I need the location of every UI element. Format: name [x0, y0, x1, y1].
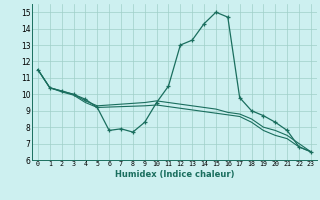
X-axis label: Humidex (Indice chaleur): Humidex (Indice chaleur): [115, 170, 234, 179]
